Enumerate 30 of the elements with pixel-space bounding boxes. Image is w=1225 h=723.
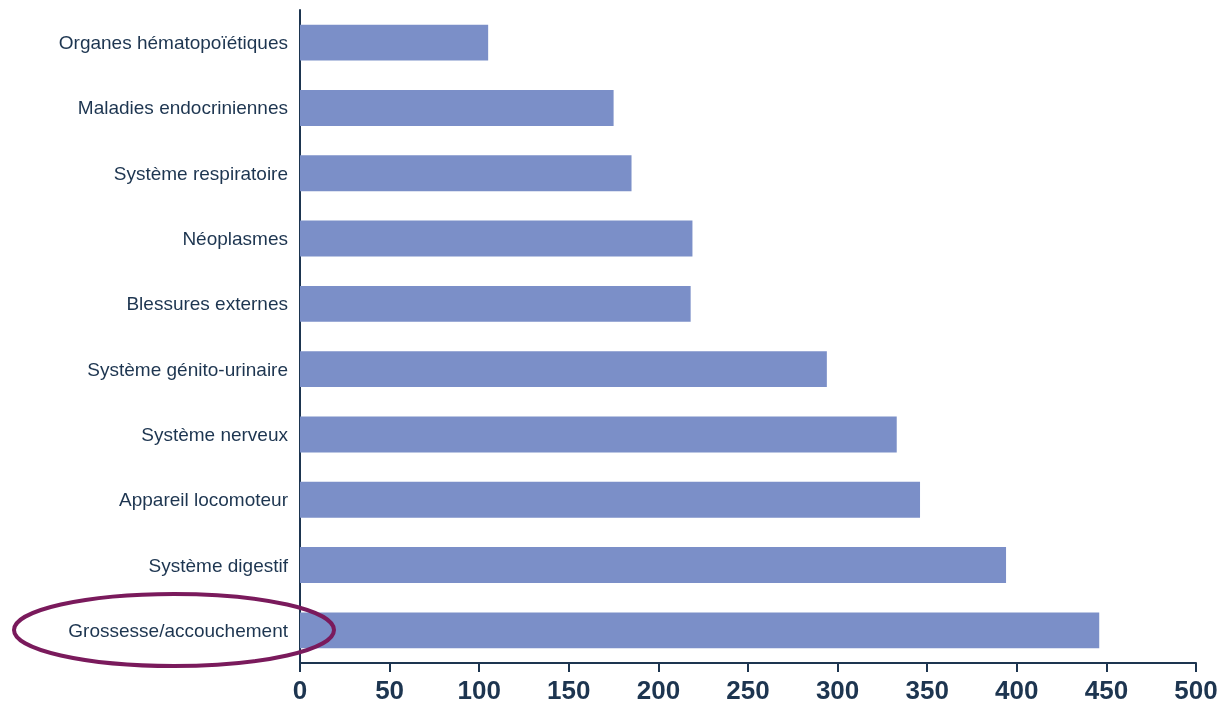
y-tick-label: Grossesse/accouchement — [68, 619, 289, 641]
x-tick-label: 300 — [815, 675, 860, 705]
bar — [300, 547, 1007, 584]
bar — [300, 155, 632, 192]
bar — [300, 416, 897, 453]
x-tick-label: 50 — [375, 675, 405, 705]
y-tick-label: Système respiratoire — [113, 162, 288, 184]
bar — [300, 89, 614, 126]
bar — [300, 481, 921, 518]
bar — [300, 351, 827, 388]
y-tick-label: Système digestif — [148, 554, 289, 576]
bar — [300, 24, 489, 61]
x-tick-label: 100 — [457, 675, 501, 705]
y-tick-label: Blessures externes — [126, 293, 288, 315]
y-tick-label: Appareil locomoteur — [119, 489, 289, 511]
y-tick-label: Maladies endocriniennes — [77, 97, 288, 119]
x-tick-label: 350 — [905, 675, 949, 705]
bar — [300, 285, 691, 322]
x-tick-label: 150 — [547, 675, 591, 705]
x-tick-label: 250 — [726, 675, 770, 705]
x-tick-label: 500 — [1174, 675, 1218, 705]
y-tick-label: Système nerveux — [141, 423, 289, 445]
x-tick-label: 0 — [292, 675, 308, 705]
bar — [300, 220, 693, 257]
y-tick-label: Système génito-urinaire — [87, 358, 288, 380]
x-tick-label: 200 — [636, 675, 681, 705]
y-tick-label: Organes hématopoïétiques — [58, 32, 288, 54]
y-tick-label: Néoplasmes — [182, 228, 288, 250]
x-tick-label: 400 — [995, 675, 1039, 705]
x-tick-label: 450 — [1084, 675, 1129, 705]
